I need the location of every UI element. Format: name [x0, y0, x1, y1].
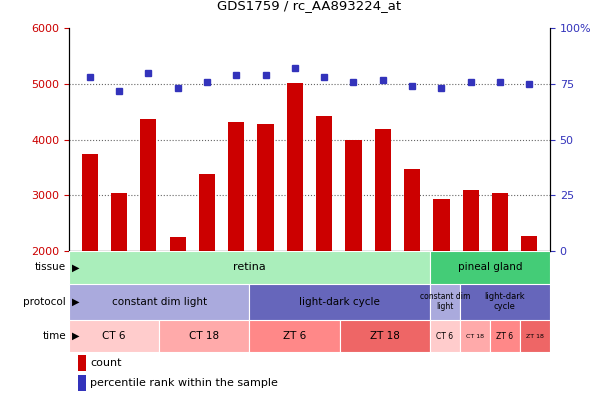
FancyBboxPatch shape [490, 320, 520, 352]
Bar [404, 169, 420, 251]
Text: constant dim
light: constant dim light [419, 292, 470, 311]
Bar [78, 375, 86, 391]
FancyBboxPatch shape [430, 251, 550, 284]
Text: ▶: ▶ [72, 297, 79, 307]
Bar [82, 153, 98, 251]
Bar [111, 193, 127, 251]
FancyBboxPatch shape [69, 251, 430, 284]
FancyBboxPatch shape [460, 320, 490, 352]
Bar [346, 140, 362, 251]
Text: ZT 18: ZT 18 [370, 331, 400, 341]
Text: ▶: ▶ [72, 331, 79, 341]
Text: CT 6: CT 6 [102, 331, 126, 341]
FancyBboxPatch shape [460, 284, 550, 320]
Text: ▶: ▶ [72, 262, 79, 272]
FancyBboxPatch shape [69, 284, 249, 320]
FancyBboxPatch shape [430, 320, 460, 352]
Bar [463, 190, 479, 251]
Bar [199, 174, 215, 251]
Text: light-dark cycle: light-dark cycle [299, 297, 380, 307]
Text: tissue: tissue [35, 262, 66, 272]
Bar [492, 193, 508, 251]
Bar [316, 116, 332, 251]
Text: ZT 6: ZT 6 [283, 331, 306, 341]
Text: pineal gland: pineal gland [457, 262, 522, 272]
Bar [521, 236, 537, 251]
Text: CT 18: CT 18 [189, 331, 219, 341]
FancyBboxPatch shape [159, 320, 249, 352]
Text: percentile rank within the sample: percentile rank within the sample [90, 378, 278, 388]
Text: ZT 18: ZT 18 [526, 334, 544, 339]
Bar [433, 199, 450, 251]
Text: retina: retina [233, 262, 266, 272]
Text: time: time [43, 331, 66, 341]
Bar [140, 119, 156, 251]
FancyBboxPatch shape [69, 320, 159, 352]
FancyBboxPatch shape [520, 320, 550, 352]
Text: count: count [90, 358, 121, 368]
Text: protocol: protocol [23, 297, 66, 307]
Bar [257, 124, 273, 251]
Text: ZT 6: ZT 6 [496, 332, 513, 341]
Text: GDS1759 / rc_AA893224_at: GDS1759 / rc_AA893224_at [218, 0, 401, 12]
Text: light-dark
cycle: light-dark cycle [484, 292, 525, 311]
Bar [287, 83, 303, 251]
Bar [169, 237, 186, 251]
FancyBboxPatch shape [430, 284, 460, 320]
Bar [228, 122, 244, 251]
FancyBboxPatch shape [249, 284, 430, 320]
FancyBboxPatch shape [340, 320, 430, 352]
Text: constant dim light: constant dim light [112, 297, 207, 307]
Bar [375, 129, 391, 251]
Text: CT 6: CT 6 [436, 332, 453, 341]
FancyBboxPatch shape [249, 320, 340, 352]
Text: CT 18: CT 18 [466, 334, 484, 339]
Bar [78, 355, 86, 371]
